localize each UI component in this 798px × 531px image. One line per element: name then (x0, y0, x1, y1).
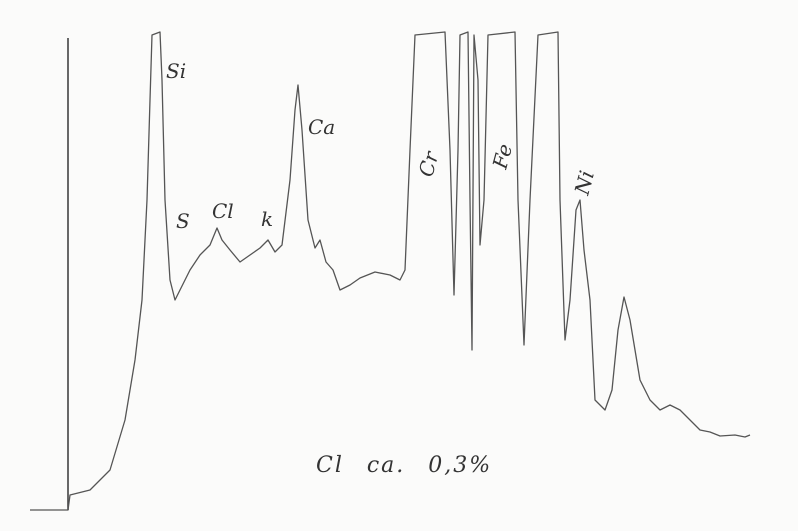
peak-label: S (176, 209, 190, 233)
note: Cl ca. 0,3% (316, 453, 492, 478)
peak-label: Ca (308, 115, 335, 139)
peak-label: Si (166, 59, 186, 83)
peak-label: Cl (212, 199, 234, 223)
spectrum-trace (30, 31, 751, 511)
peak-label: k (261, 207, 273, 231)
